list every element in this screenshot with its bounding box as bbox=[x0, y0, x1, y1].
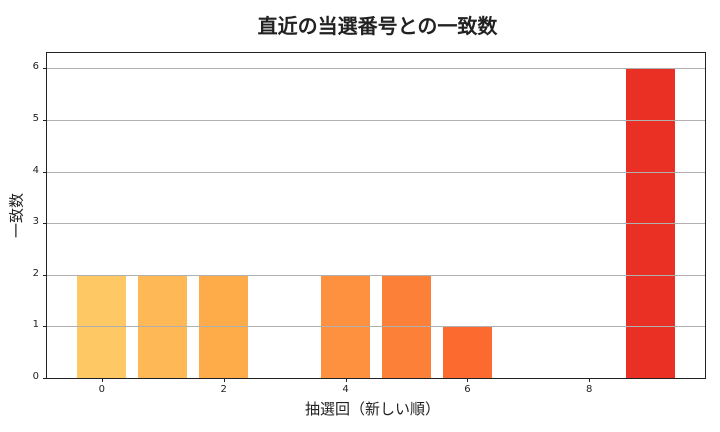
gridline bbox=[47, 68, 705, 70]
y-axis-title: 一致数 bbox=[7, 193, 26, 239]
y-tick bbox=[43, 378, 47, 379]
x-tick-label: 0 bbox=[98, 384, 106, 395]
y-tick-label: 4 bbox=[32, 164, 39, 176]
x-tick bbox=[101, 378, 103, 382]
x-tick bbox=[223, 378, 225, 382]
y-tick-label: 6 bbox=[32, 61, 39, 73]
chart-title: 直近の当選番号との一致数 bbox=[257, 14, 498, 38]
y-tick-label: 3 bbox=[32, 216, 39, 228]
x-tick bbox=[589, 378, 591, 382]
gridline bbox=[47, 171, 705, 173]
gridline bbox=[47, 326, 705, 328]
y-tick-label: 5 bbox=[32, 113, 39, 125]
y-tick bbox=[43, 171, 47, 173]
gridline bbox=[47, 223, 705, 225]
y-tick bbox=[43, 274, 47, 276]
y-tick-label: 2 bbox=[32, 267, 39, 279]
plot-area: 0 1 2 3 4 5 6 0 2 4 6 8 bbox=[33, 52, 706, 395]
gridline bbox=[47, 274, 705, 276]
y-tick bbox=[43, 223, 47, 225]
x-axis-title: 抽選回（新しい順） bbox=[304, 400, 440, 418]
x-tick-label: 2 bbox=[220, 384, 227, 395]
y-tick bbox=[43, 326, 47, 328]
gridline bbox=[47, 120, 705, 122]
x-tick-label: 4 bbox=[342, 384, 349, 395]
y-tick bbox=[43, 120, 47, 122]
bar-6 bbox=[443, 326, 492, 378]
y-tick-label: 1 bbox=[32, 319, 39, 331]
x-tick bbox=[467, 378, 469, 382]
x-tick-label: 6 bbox=[464, 384, 471, 395]
y-tick bbox=[43, 68, 47, 70]
y-tick-label: 0 bbox=[32, 371, 39, 382]
x-tick bbox=[345, 378, 347, 382]
x-tick-label: 8 bbox=[586, 384, 593, 395]
